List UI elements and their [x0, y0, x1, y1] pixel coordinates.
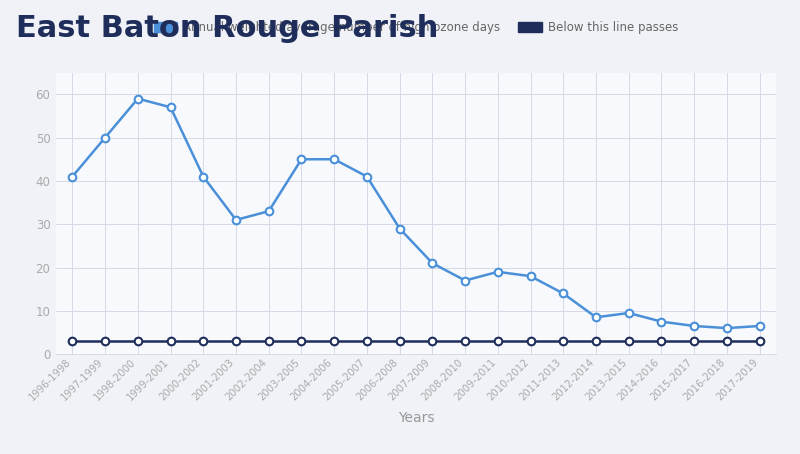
Legend: Annual weighted average number of high ozone days, Below this line passes: Annual weighted average number of high o… — [149, 17, 683, 39]
X-axis label: Years: Years — [398, 411, 434, 425]
Text: East Baton Rouge Parish: East Baton Rouge Parish — [16, 14, 438, 43]
